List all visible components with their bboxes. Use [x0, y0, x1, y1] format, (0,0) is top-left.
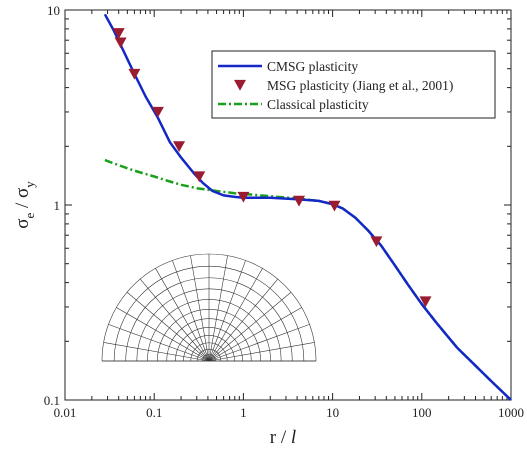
legend-label-cmsg: CMSG plasticity: [267, 59, 358, 74]
semicircular-mesh-icon: [101, 253, 317, 362]
msg-marker: [419, 296, 432, 308]
x-axis-title: r / l: [270, 427, 296, 448]
msg-marker: [193, 171, 206, 183]
y-axis-sigma-y: σ: [12, 188, 33, 198]
x-tick-label: 0.01: [54, 405, 77, 420]
msg-marker: [292, 195, 305, 207]
y-axis-sub-e: e: [22, 213, 37, 219]
mesh-spoke: [126, 291, 210, 362]
msg-marker: [151, 106, 164, 118]
y-tick-label: 10: [47, 3, 60, 18]
y-axis-sub-y: y: [22, 181, 37, 188]
mesh-spoke: [139, 278, 210, 362]
legend-label-classical: Classical plasticity: [267, 97, 369, 112]
y-axis-slash: /: [12, 198, 33, 213]
mesh-spoke: [208, 342, 315, 362]
legend-box: [211, 50, 496, 119]
msg-marker: [112, 28, 125, 39]
mesh-spoke: [208, 307, 302, 362]
x-tick-label: 1000: [498, 405, 524, 420]
axis-ticks: [64, 10, 511, 401]
msg-marker: [328, 200, 341, 212]
mesh-spoke: [155, 268, 210, 362]
msg-marker: [237, 191, 250, 203]
mesh-spoke: [208, 291, 292, 362]
y-axis-sigma-e: σ: [12, 219, 33, 229]
x-axis-title-italic: l: [291, 427, 296, 448]
legend-swatch-msg: [234, 79, 246, 91]
x-tick-label: 100: [412, 405, 432, 420]
mesh-spoke: [103, 342, 210, 362]
y-tick-label: 0.1: [44, 393, 60, 408]
msg-marker: [114, 37, 127, 49]
mesh-spoke: [208, 278, 279, 362]
msg-marker: [173, 141, 186, 152]
x-axis-title-main: r /: [270, 427, 291, 448]
legend: CMSG plasticity MSG plasticity (Jiang et…: [211, 50, 496, 119]
msg-marker: [370, 236, 383, 248]
y-tick-label: 1: [54, 198, 61, 213]
x-tick-label: 0.1: [146, 405, 162, 420]
cmsg-line: [103, 13, 512, 401]
mesh-spoke: [208, 260, 246, 362]
mesh-spoke: [172, 260, 210, 362]
y-tick-labels: 0.1 1 10: [44, 3, 60, 408]
x-tick-label: 1: [240, 405, 247, 420]
mesh-spoke: [116, 307, 210, 362]
mesh-spoke: [208, 255, 228, 362]
x-tick-labels: 0.01 0.1 1 10 100 1000: [54, 405, 524, 420]
series-layer: [103, 13, 512, 401]
mesh-spoke: [108, 324, 210, 362]
msg-marker: [128, 68, 141, 80]
mesh-spoke: [208, 324, 310, 362]
mesh-spoke: [208, 268, 263, 362]
y-axis-title: σe / σy: [12, 181, 37, 229]
mesh-spoke: [190, 255, 210, 362]
legend-label-msg: MSG plasticity (Jiang et al., 2001): [267, 78, 453, 93]
x-tick-label: 10: [326, 405, 339, 420]
